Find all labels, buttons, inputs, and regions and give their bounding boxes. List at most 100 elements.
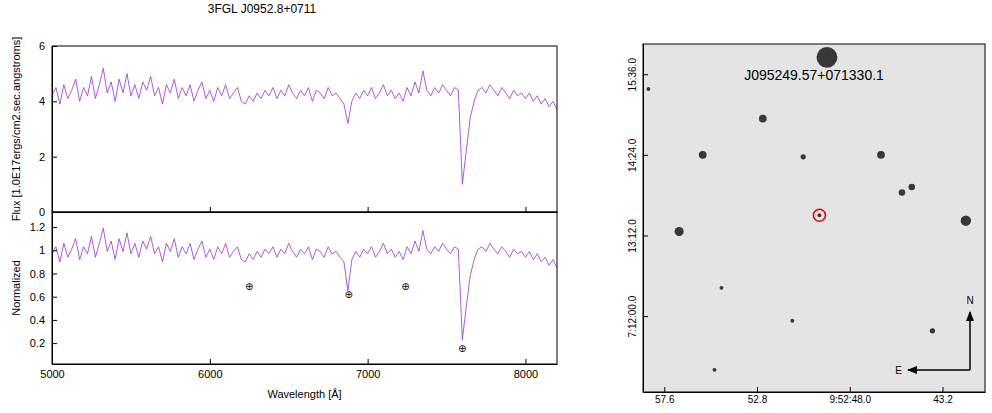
axis-line (52, 47, 53, 213)
tick-mark (52, 101, 57, 102)
tick-mark (52, 250, 57, 251)
tick: 9:52:48.0 (829, 387, 871, 405)
figure: 0 2 4 6 Flux [1.0E17ergs/cm2.sec.angstroms] 3… (0, 0, 992, 413)
tick-label: 43.2 (933, 394, 953, 405)
sky-background (643, 44, 985, 392)
tick-label: 13:12.0 (627, 219, 638, 253)
tick-mark (52, 320, 57, 321)
plot-frame (52, 212, 557, 364)
star (719, 286, 723, 290)
tick-mark (52, 343, 57, 344)
star (801, 154, 806, 159)
tick-label: 8000 (514, 368, 538, 380)
telluric-marker: ⊕ (344, 289, 352, 300)
tick-mark (643, 155, 648, 156)
tick (210, 207, 211, 212)
star (899, 189, 906, 196)
tick-mark (757, 387, 758, 392)
tick-label: 9:52:48.0 (829, 394, 871, 405)
tick: 5000 (40, 359, 64, 380)
tick-label: 0 (39, 206, 45, 218)
tick: 15:36.0 (627, 58, 648, 92)
axis: 57.6 52.8 9:52:48.0 43.2 (644, 387, 986, 405)
tick-mark (52, 207, 53, 212)
target-marker (813, 209, 825, 221)
axis-line (52, 213, 53, 365)
tick (368, 207, 369, 212)
plot-frame (643, 44, 985, 392)
tick-label: 0.6 (30, 291, 45, 303)
tick: 52.8 (748, 387, 768, 405)
star (817, 47, 838, 68)
star (909, 184, 916, 191)
tick: 43.2 (933, 387, 953, 405)
tick-label: 0.8 (30, 268, 45, 280)
tick: 13:12.0 (627, 219, 648, 253)
tick-label: 4 (39, 95, 45, 107)
tick: 0.6 (30, 291, 57, 303)
tick: 6 (39, 40, 57, 52)
tick: 0.4 (30, 314, 57, 326)
tick: 7000 (356, 359, 380, 380)
axis-title: Normalized (10, 260, 22, 316)
tick-mark (664, 387, 665, 392)
tick: 6000 (198, 359, 222, 380)
star (759, 115, 767, 123)
compass-label: N (966, 295, 973, 306)
tick-label: 7:12:00.0 (627, 295, 638, 337)
star (930, 328, 935, 333)
compass-arrow (969, 312, 971, 370)
axis: 5000 6000 7000 8000 (40, 359, 557, 380)
tick-mark (525, 359, 526, 364)
star (675, 227, 684, 236)
tick-mark (52, 297, 57, 298)
tick-label: 15:36.0 (627, 58, 638, 92)
tick-label: 14:24.0 (627, 138, 638, 172)
star (699, 151, 707, 159)
tick-mark (52, 227, 57, 228)
axis: 0 2 4 6 (39, 40, 57, 218)
tick-label: 52.8 (748, 394, 768, 405)
star (713, 368, 717, 372)
tick-label: 2 (39, 151, 45, 163)
tick-mark (525, 207, 526, 212)
tick-label: 0.2 (30, 337, 45, 349)
target-label: J095249.57+071330.1 (744, 67, 884, 83)
tick: 7:12:00.0 (627, 295, 648, 337)
tick-label: 5000 (40, 368, 64, 380)
tick: 1 (39, 244, 57, 256)
axis-line (53, 364, 558, 365)
plot-frame (52, 46, 557, 212)
tick-mark (52, 273, 57, 274)
tick-mark (942, 387, 943, 392)
plot-area (643, 44, 985, 392)
tick: 0.2 (30, 337, 57, 349)
axis-line (644, 392, 986, 393)
tick (525, 207, 526, 212)
compass-arrow (908, 369, 970, 371)
tick (52, 207, 53, 212)
axis-title: Flux [1.0E17ergs/cm2.sec.angstroms] (10, 37, 22, 222)
plot-area (52, 68, 557, 184)
tick: 2 (39, 151, 57, 163)
tick-label: 7000 (356, 368, 380, 380)
tick-mark (52, 359, 53, 364)
tick: 14:24.0 (627, 138, 648, 172)
tick-mark (210, 207, 211, 212)
telluric-marker: ⊕ (458, 343, 466, 354)
tick: 1.2 (30, 221, 57, 233)
star (961, 215, 971, 225)
tick-mark (643, 235, 648, 236)
tick: 57.6 (655, 387, 675, 405)
tick-mark (368, 207, 369, 212)
star (877, 151, 885, 159)
tick-mark (52, 46, 57, 47)
chart-title: 3FGL J0952.8+0711 (208, 2, 317, 16)
star (790, 319, 794, 323)
compass-label: E (895, 365, 902, 376)
star (817, 213, 821, 217)
axis-line (643, 45, 644, 393)
telluric-marker: ⊕ (401, 281, 409, 292)
tick-label: 1 (39, 244, 45, 256)
tick-mark (643, 316, 648, 317)
